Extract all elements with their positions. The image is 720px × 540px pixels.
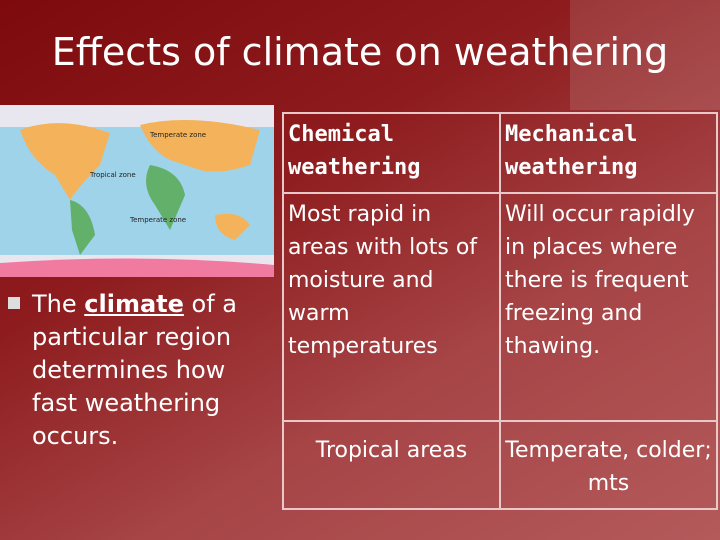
- zone-label: Tropical zone: [89, 171, 136, 179]
- footer-cell: Tropical areas: [282, 420, 501, 510]
- footer-cell: Temperate, colder; mts: [499, 420, 718, 510]
- text: The: [32, 290, 85, 318]
- bullet: The climate of a particular region deter…: [8, 288, 270, 453]
- zone-label: Temperate zone: [149, 131, 206, 139]
- text: of a particular region determines how fa…: [32, 290, 238, 450]
- bullet-marker: [8, 297, 20, 309]
- body-cell: Will occur rapidly in places where there…: [499, 192, 718, 422]
- header-cell: Mechanical weathering: [499, 112, 718, 194]
- keyword: climate: [84, 290, 184, 318]
- body-cell: Most rapid in areas with lots of moistur…: [282, 192, 501, 422]
- bullet-text: The climate of a particular region deter…: [32, 288, 270, 453]
- zone-label: Temperate zone: [129, 216, 186, 224]
- comparison-table: Chemical weathering Mechanical weathering…: [282, 112, 718, 510]
- header-cell: Chemical weathering: [282, 112, 501, 194]
- highlight: [570, 0, 720, 110]
- climate-map: Temperate zone Tropical zone Temperate z…: [0, 105, 274, 277]
- slide-title: Effects of climate on weathering: [51, 30, 669, 74]
